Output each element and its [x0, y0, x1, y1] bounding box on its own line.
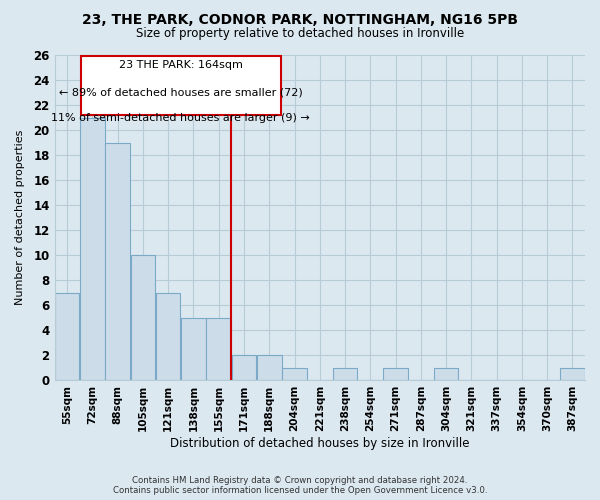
Bar [181, 318, 206, 380]
Bar [80, 118, 105, 380]
Bar [232, 355, 256, 380]
Text: Size of property relative to detached houses in Ironville: Size of property relative to detached ho… [136, 28, 464, 40]
Bar [257, 355, 281, 380]
Bar [434, 368, 458, 380]
X-axis label: Distribution of detached houses by size in Ironville: Distribution of detached houses by size … [170, 437, 470, 450]
Bar [383, 368, 408, 380]
Bar [282, 368, 307, 380]
Bar [131, 255, 155, 380]
Bar [560, 368, 584, 380]
Text: 23, THE PARK, CODNOR PARK, NOTTINGHAM, NG16 5PB: 23, THE PARK, CODNOR PARK, NOTTINGHAM, N… [82, 12, 518, 26]
Bar [156, 292, 181, 380]
Text: 23 THE PARK: 164sqm: 23 THE PARK: 164sqm [119, 60, 243, 70]
Bar [333, 368, 357, 380]
Text: 11% of semi-detached houses are larger (9) →: 11% of semi-detached houses are larger (… [52, 113, 310, 123]
FancyBboxPatch shape [81, 56, 281, 115]
Text: ← 89% of detached houses are smaller (72): ← 89% of detached houses are smaller (72… [59, 87, 303, 97]
Bar [206, 318, 231, 380]
Text: Contains HM Land Registry data © Crown copyright and database right 2024.
Contai: Contains HM Land Registry data © Crown c… [113, 476, 487, 495]
Bar [106, 142, 130, 380]
Bar [55, 292, 79, 380]
Y-axis label: Number of detached properties: Number of detached properties [15, 130, 25, 306]
